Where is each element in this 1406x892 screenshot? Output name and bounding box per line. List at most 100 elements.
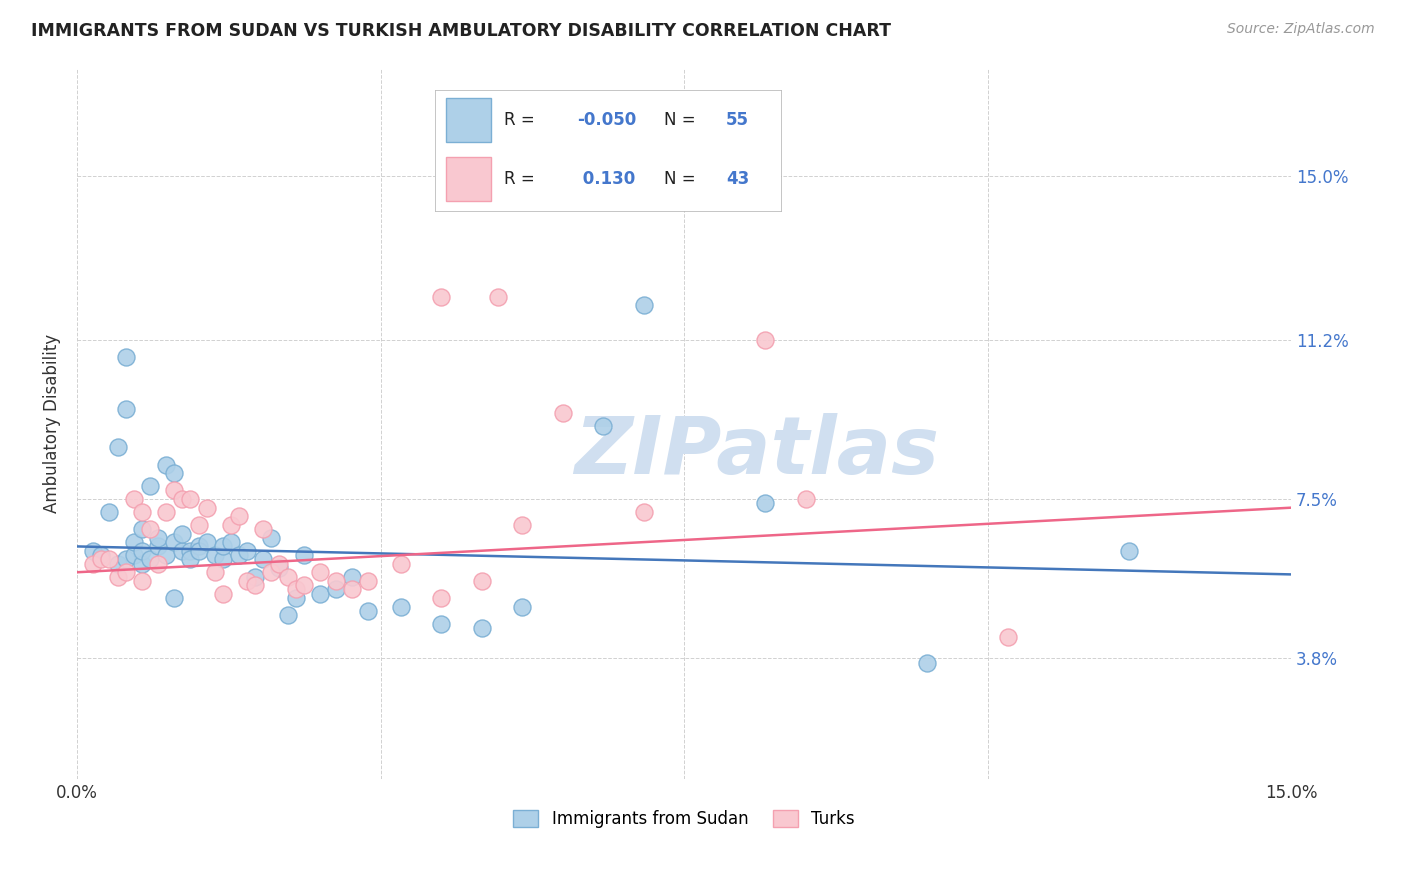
Point: [284, 591, 307, 606]
Point: [122, 535, 145, 549]
Point: [309, 587, 332, 601]
Point: [172, 491, 194, 506]
Point: [107, 557, 129, 571]
Point: [754, 496, 776, 510]
Point: [98, 552, 121, 566]
Point: [252, 552, 274, 566]
Point: [122, 548, 145, 562]
Text: Source: ZipAtlas.com: Source: ZipAtlas.com: [1227, 22, 1375, 37]
Y-axis label: Ambulatory Disability: Ambulatory Disability: [44, 334, 60, 513]
Point: [430, 591, 453, 606]
Point: [211, 552, 233, 566]
Point: [1118, 543, 1140, 558]
Point: [260, 566, 283, 580]
Point: [131, 557, 153, 571]
Point: [486, 290, 509, 304]
Point: [179, 491, 201, 506]
Point: [510, 599, 533, 614]
Point: [236, 543, 259, 558]
Point: [277, 608, 299, 623]
Point: [633, 298, 655, 312]
Point: [114, 566, 136, 580]
Point: [82, 557, 104, 571]
Text: IMMIGRANTS FROM SUDAN VS TURKISH AMBULATORY DISABILITY CORRELATION CHART: IMMIGRANTS FROM SUDAN VS TURKISH AMBULAT…: [31, 22, 891, 40]
Point: [163, 591, 186, 606]
Point: [219, 517, 242, 532]
Point: [997, 630, 1019, 644]
Point: [794, 491, 817, 506]
Point: [122, 491, 145, 506]
Point: [163, 467, 186, 481]
Point: [131, 522, 153, 536]
Point: [179, 543, 201, 558]
Point: [187, 543, 209, 558]
Point: [163, 535, 186, 549]
Point: [155, 548, 177, 562]
Point: [131, 543, 153, 558]
Point: [172, 526, 194, 541]
Point: [219, 535, 242, 549]
Point: [551, 406, 574, 420]
Point: [342, 569, 364, 583]
Point: [309, 566, 332, 580]
Point: [107, 441, 129, 455]
Point: [211, 540, 233, 554]
Point: [471, 621, 494, 635]
Point: [269, 561, 291, 575]
Point: [389, 557, 412, 571]
Point: [228, 509, 250, 524]
Point: [471, 574, 494, 588]
Point: [114, 552, 136, 566]
Legend: Immigrants from Sudan, Turks: Immigrants from Sudan, Turks: [506, 803, 862, 835]
Point: [292, 548, 315, 562]
Point: [284, 582, 307, 597]
Point: [146, 540, 169, 554]
Point: [389, 599, 412, 614]
Point: [430, 616, 453, 631]
Point: [82, 543, 104, 558]
Point: [243, 578, 266, 592]
Point: [211, 587, 233, 601]
Point: [114, 350, 136, 364]
Point: [187, 540, 209, 554]
Point: [172, 543, 194, 558]
Text: ZIPatlas: ZIPatlas: [575, 413, 939, 491]
Point: [107, 569, 129, 583]
Point: [633, 505, 655, 519]
Point: [204, 548, 226, 562]
Point: [155, 505, 177, 519]
Point: [155, 458, 177, 472]
Point: [204, 566, 226, 580]
Point: [195, 535, 218, 549]
Point: [592, 418, 614, 433]
Point: [357, 574, 380, 588]
Point: [90, 548, 112, 562]
Point: [131, 505, 153, 519]
Point: [139, 522, 162, 536]
Point: [915, 656, 938, 670]
Point: [430, 290, 453, 304]
Point: [236, 574, 259, 588]
Point: [163, 483, 186, 498]
Point: [146, 531, 169, 545]
Point: [131, 574, 153, 588]
Point: [228, 548, 250, 562]
Point: [342, 582, 364, 597]
Point: [187, 517, 209, 532]
Point: [98, 505, 121, 519]
Point: [195, 500, 218, 515]
Point: [252, 522, 274, 536]
Point: [357, 604, 380, 618]
Point: [754, 333, 776, 347]
Point: [325, 582, 347, 597]
Point: [277, 569, 299, 583]
Point: [325, 574, 347, 588]
Point: [260, 531, 283, 545]
Point: [269, 557, 291, 571]
Point: [179, 552, 201, 566]
Point: [292, 578, 315, 592]
Point: [139, 479, 162, 493]
Point: [510, 517, 533, 532]
Point: [146, 557, 169, 571]
Point: [243, 569, 266, 583]
